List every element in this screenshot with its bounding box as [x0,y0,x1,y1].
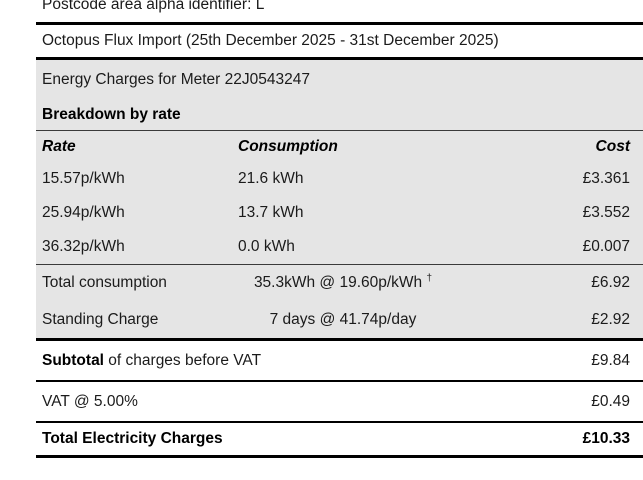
breakdown-heading: Breakdown by rate [42,106,181,123]
tariff-line: Octopus Flux Import (25th December 2025 … [42,32,499,49]
footnote-dagger: † [426,272,433,284]
column-header-rate: Rate [42,137,76,155]
subtotal-label-rest: of charges before VAT [104,351,262,369]
postcode-line: Postcode area alpha identifier: L [42,0,265,13]
rate-cell: 25.94p/kWh [42,204,125,221]
subtotal-label: Subtotal of charges before VAT [42,352,591,370]
tariff-row: Octopus Flux Import (25th December 2025 … [36,25,643,60]
total-consumption-row: Total consumption 35.3kWh @ 19.60p/kWh †… [36,264,643,301]
column-header-cost: Cost [595,137,630,155]
table-row: 36.32p/kWh 0.0 kWh £0.007 [36,230,643,264]
meter-charges-section: Energy Charges for Meter 22J0543247 Brea… [36,60,643,341]
subtotal-row: Subtotal of charges before VAT £9.84 [36,341,643,382]
postcode-row: Postcode area alpha identifier: L [36,0,643,25]
consumption-detail: 35.3kWh @ 19.60p/kWh † [238,272,448,292]
consumption-cell: 0.0 kWh [238,238,295,255]
total-charges-label: Total Electricity Charges [42,430,223,447]
subtotal-label-bold: Subtotal [42,351,104,369]
vat-value: £0.49 [591,392,630,410]
table-header-row: Rate Consumption Cost [36,130,643,162]
total-charges-row: Total Electricity Charges £10.33 [36,423,643,458]
meter-section-title: Energy Charges for Meter 22J0543247 [42,71,310,88]
rate-cell: 15.57p/kWh [42,170,125,187]
consumption-detail-text: 35.3kWh @ 19.60p/kWh [253,274,427,291]
consumption-detail: 7 days @ 41.74p/day [238,311,448,329]
summary-label: Total consumption [42,274,167,291]
cost-cell: £2.92 [591,310,630,328]
subtotal-value: £9.84 [591,351,630,369]
cost-cell: £3.552 [582,204,630,221]
table-row: 25.94p/kWh 13.7 kWh £3.552 [36,196,643,230]
summary-label: Standing Charge [42,310,159,328]
breakdown-heading-row: Breakdown by rate [36,100,643,130]
consumption-detail-text: 7 days @ 41.74p/day [269,310,417,328]
cost-cell: £0.007 [582,238,630,255]
column-header-consumption: Consumption [238,137,338,155]
rate-cell: 36.32p/kWh [42,238,125,255]
total-charges-value: £10.33 [582,430,630,447]
vat-label: VAT @ 5.00% [42,392,138,410]
meter-section-title-row: Energy Charges for Meter 22J0543247 [36,60,643,100]
standing-charge-row: Standing Charge 7 days @ 41.74p/day £2.9… [36,301,643,338]
bill-sheet: Postcode area alpha identifier: L Octopu… [36,0,643,458]
table-row: 15.57p/kWh 21.6 kWh £3.361 [36,162,643,196]
consumption-cell: 13.7 kWh [238,204,304,221]
consumption-cell: 21.6 kWh [238,170,304,187]
cost-cell: £3.361 [582,170,630,187]
cost-cell: £6.92 [591,274,630,291]
vat-row: VAT @ 5.00% £0.49 [36,382,643,423]
